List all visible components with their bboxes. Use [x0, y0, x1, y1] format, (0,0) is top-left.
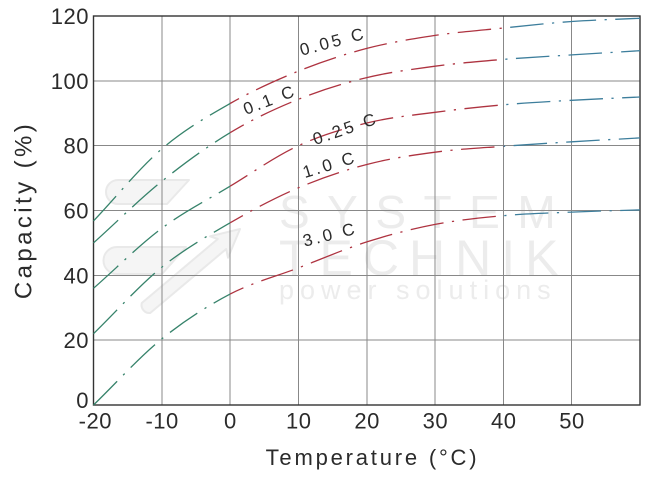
- svg-text:-20: -20: [79, 409, 112, 434]
- svg-text:Temperature (°C): Temperature (°C): [266, 445, 480, 470]
- svg-text:Capacity (%): Capacity (%): [11, 121, 38, 299]
- svg-text:60: 60: [64, 199, 89, 224]
- svg-text:0: 0: [224, 409, 237, 434]
- svg-text:20: 20: [354, 409, 379, 434]
- svg-text:20: 20: [64, 328, 89, 353]
- svg-text:80: 80: [64, 134, 89, 159]
- svg-text:power solutions: power solutions: [279, 275, 557, 305]
- svg-text:100: 100: [51, 69, 89, 94]
- svg-text:10: 10: [286, 409, 311, 434]
- svg-text:-10: -10: [145, 409, 178, 434]
- svg-text:40: 40: [64, 263, 89, 288]
- svg-text:0: 0: [76, 388, 89, 413]
- svg-text:50: 50: [559, 409, 584, 434]
- svg-text:TECHNIK: TECHNIK: [279, 230, 568, 286]
- svg-text:40: 40: [491, 409, 516, 434]
- svg-text:30: 30: [423, 409, 448, 434]
- svg-text:120: 120: [51, 4, 89, 29]
- svg-text:SYSTEM: SYSTEM: [279, 186, 573, 238]
